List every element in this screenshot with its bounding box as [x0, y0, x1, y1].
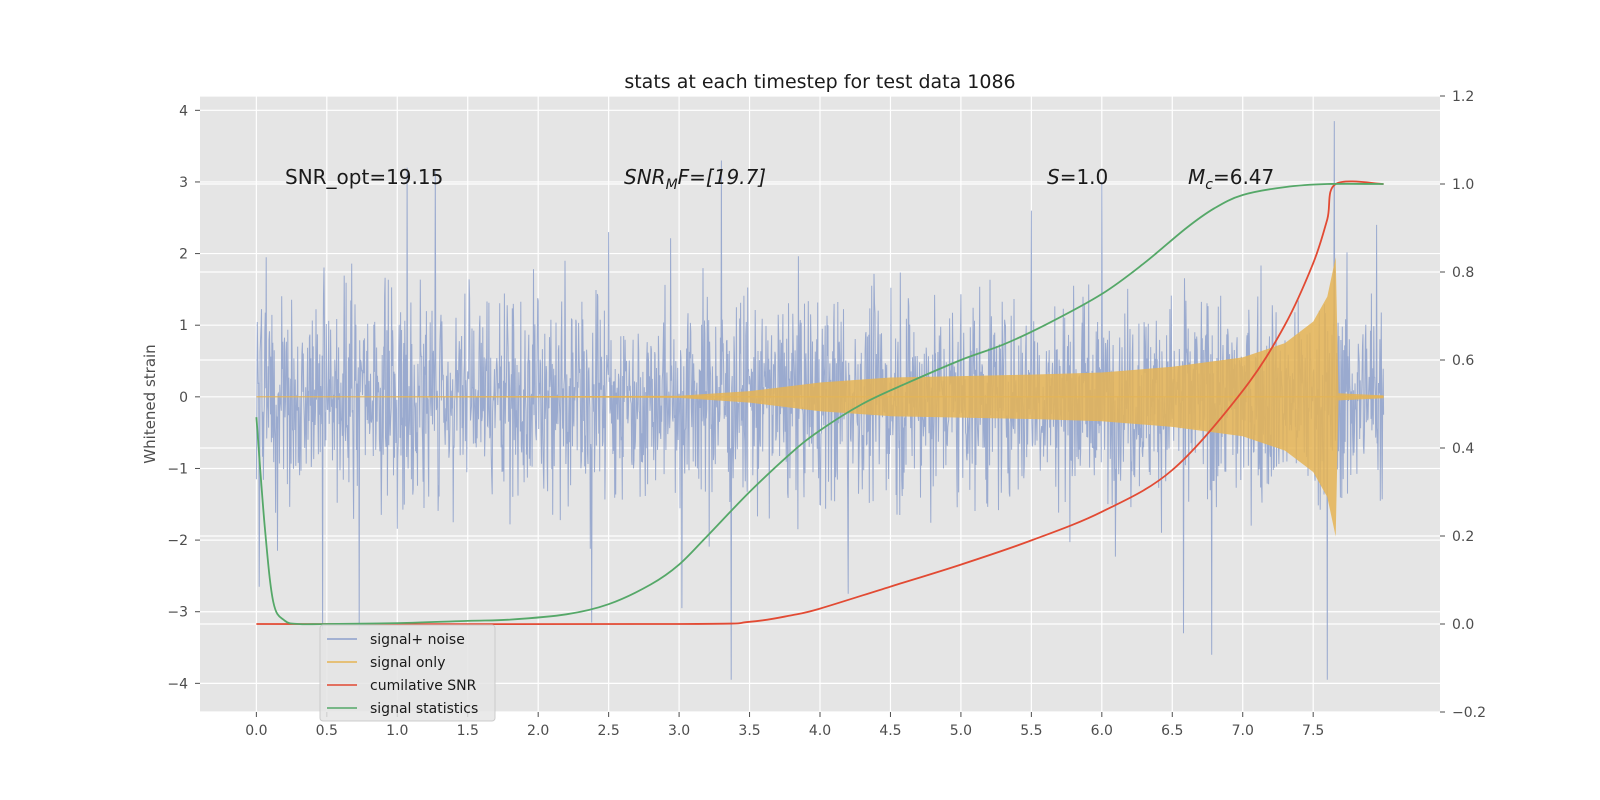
- legend-label-signal-noise: signal+ noise: [370, 632, 465, 648]
- annotation-mc-var: M: [1188, 165, 1205, 189]
- y-tick-label: 2: [179, 247, 188, 263]
- x-tick-label: 2.0: [527, 723, 549, 739]
- legend: signal+ noise signal only cumilative SNR…: [319, 624, 496, 722]
- x-tick-label: 7.0: [1232, 723, 1254, 739]
- y-tick-label: 1: [179, 318, 188, 334]
- x-tick-label: 4.0: [809, 723, 831, 739]
- y2-tick-label: 0.8: [1452, 265, 1474, 281]
- annotation-snr-mf: SNRMF=[19.7]: [624, 165, 766, 193]
- annotation-snr-opt: SNR_opt=19.15: [285, 165, 443, 189]
- y-tick-label: 4: [179, 103, 188, 119]
- x-tick-label: 3.0: [668, 723, 690, 739]
- annotation-s-val: =1.0: [1060, 165, 1109, 189]
- y-tick-label: −2: [167, 533, 188, 549]
- annotation-snr-mf-base: SNR: [624, 165, 666, 189]
- legend-label-cumilative-snr: cumilative SNR: [370, 678, 477, 694]
- y2-tick-label: 0.0: [1452, 617, 1474, 633]
- line-signal-statistics: [255, 182, 1384, 626]
- x-tick-label: 3.5: [738, 723, 760, 739]
- annotation-snr-mf-rest: F=[19.7]: [678, 165, 766, 189]
- annotation-s: S=1.0: [1047, 165, 1108, 189]
- y-tick-label: 0: [179, 390, 188, 406]
- x-tick-label: 7.5: [1302, 723, 1324, 739]
- series-signal-only: [256, 257, 1384, 537]
- y-tick-label: 3: [179, 175, 188, 191]
- y-tick-label: −3: [167, 605, 188, 621]
- line-cumilative-snr: [256, 180, 1384, 626]
- x-tick-label: 2.5: [598, 723, 620, 739]
- annotation-mc-val: =6.47: [1213, 165, 1274, 189]
- x-tick-label: 0.5: [316, 723, 338, 739]
- x-tick-label: 5.0: [950, 723, 972, 739]
- x-tick-label: 5.5: [1020, 723, 1042, 739]
- y2-tick-label: 0.6: [1452, 353, 1474, 369]
- y-tick-label: −4: [167, 676, 188, 692]
- x-tick-label: 1.5: [457, 723, 479, 739]
- annotation-s-var: S: [1047, 165, 1060, 189]
- y2-tick-label: −0.2: [1452, 705, 1486, 721]
- y-tick-label: −1: [167, 461, 188, 477]
- chart-title: stats at each timestep for test data 108…: [624, 71, 1015, 93]
- y-axis-label: Whitened strain: [141, 344, 159, 463]
- legend-box: [319, 624, 496, 722]
- x-tick-label: 6.5: [1161, 723, 1183, 739]
- y2-tick-label: 1.0: [1452, 177, 1474, 193]
- annotation-mc: Mc=6.47: [1188, 165, 1274, 193]
- y2-tick-label: 0.4: [1452, 441, 1474, 457]
- legend-label-signal-statistics: signal statistics: [370, 701, 478, 717]
- x-tick-label: 4.5: [879, 723, 901, 739]
- annotation-snr-mf-sub: M: [666, 177, 678, 193]
- x-tick-label: 6.0: [1091, 723, 1113, 739]
- y2-tick-label: 0.2: [1452, 529, 1474, 545]
- x-tick-label: 0.0: [245, 723, 267, 739]
- x-tick-label: 1.0: [386, 723, 408, 739]
- y2-tick-label: 1.2: [1452, 89, 1474, 105]
- right-axis-series: [255, 180, 1384, 626]
- x-axis: 0.0 0.5 1.0 1.5 2.0 2.5 3.0 3.5 4.0 4.5 5.0 5.5 6.0 6…: [245, 712, 1324, 739]
- legend-label-signal-only: signal only: [370, 655, 445, 671]
- annotation-mc-sub: c: [1205, 177, 1213, 193]
- y-axis-left: 4 3 2 1 0 −1 −2 −3 −4: [167, 103, 200, 692]
- y-axis-right: 1.2 1.0 0.8 0.6 0.4 0.2 0.0 −0.2: [1440, 89, 1486, 721]
